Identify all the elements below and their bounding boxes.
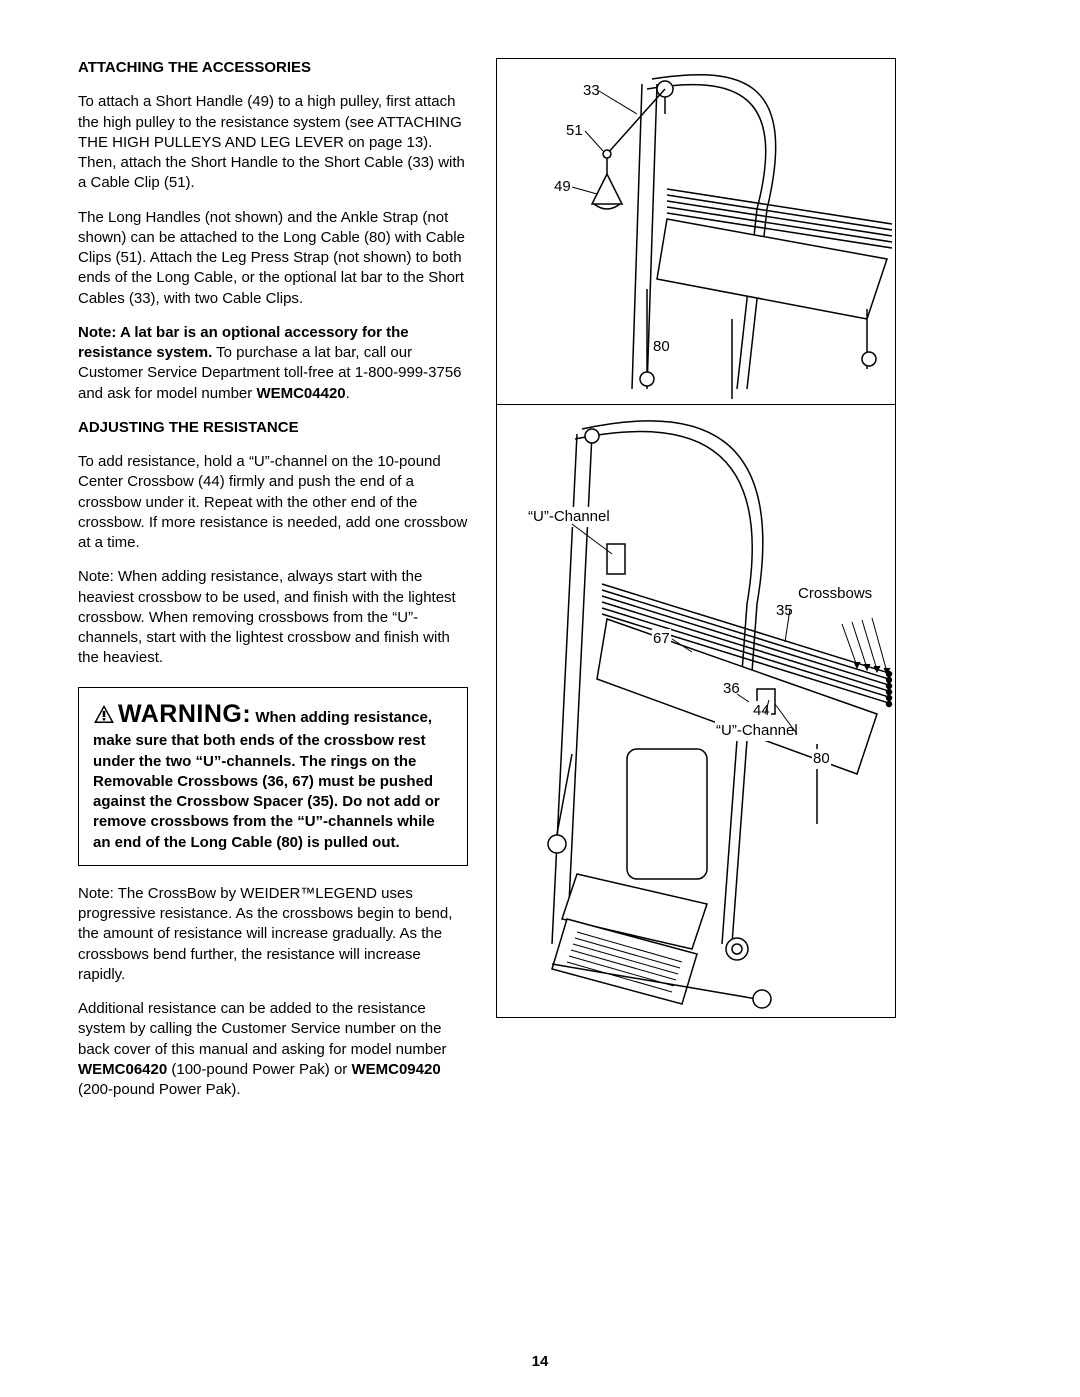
warning-box: WARNING: When adding resistance, make su… — [78, 687, 468, 866]
warning-body: When adding resistance, make sure that b… — [93, 709, 440, 851]
label-u-channel-1: “U”-Channel — [527, 507, 611, 527]
page-number: 14 — [0, 1352, 1080, 1372]
heading-adjusting: ADJUSTING THE RESISTANCE — [78, 418, 468, 438]
heading-accessories: ATTACHING THE ACCESSORIES — [78, 58, 468, 78]
label-80-bottom: 80 — [812, 749, 831, 769]
add-res-a: Additional resistance can be added to th… — [78, 1000, 447, 1058]
warning-icon — [93, 704, 115, 724]
model-wemc06420: WEMC06420 — [78, 1061, 167, 1078]
model-wemc09420: WEMC09420 — [351, 1061, 440, 1078]
para-latbar-note: Note: A lat bar is an optional accessory… — [78, 323, 468, 404]
para-long-handles: The Long Handles (not shown) and the Ank… — [78, 208, 468, 309]
diagram-box: 33 51 49 80 — [496, 58, 896, 1018]
para-add-resistance: To add resistance, hold a “U”-channel on… — [78, 452, 468, 553]
note-period: . — [346, 385, 350, 402]
add-res-e: (200-pound Power Pak). — [78, 1081, 241, 1098]
label-80-top: 80 — [652, 337, 671, 357]
label-36: 36 — [722, 679, 741, 699]
warning-title: WARNING: — [118, 700, 251, 728]
label-u-channel-2: “U”-Channel — [715, 721, 799, 741]
right-column: 33 51 49 80 — [496, 58, 896, 1114]
diagram-top — [497, 59, 897, 404]
para-order-note: Note: When adding resistance, always sta… — [78, 567, 468, 668]
para-progressive: Note: The CrossBow by WEIDER™LEGEND uses… — [78, 884, 468, 985]
page: ATTACHING THE ACCESSORIES To attach a Sh… — [78, 58, 1002, 1114]
left-column: ATTACHING THE ACCESSORIES To attach a Sh… — [78, 58, 468, 1114]
label-67: 67 — [652, 629, 671, 649]
label-49: 49 — [553, 177, 572, 197]
add-res-c: (100-pound Power Pak) or — [167, 1061, 351, 1078]
label-51: 51 — [565, 121, 584, 141]
diagram-bottom — [497, 404, 897, 1019]
label-44: 44 — [752, 701, 771, 721]
para-additional: Additional resistance can be added to th… — [78, 999, 468, 1100]
label-33: 33 — [582, 81, 601, 101]
label-35: 35 — [775, 601, 794, 621]
para-attach-handle: To attach a Short Handle (49) to a high … — [78, 92, 468, 193]
label-crossbows: Crossbows — [797, 584, 873, 604]
model-wemc04420: WEMC04420 — [256, 385, 345, 402]
